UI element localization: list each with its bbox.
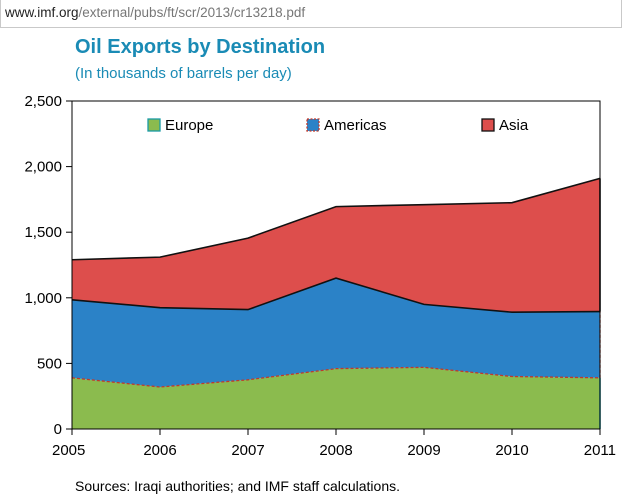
x-tick-label: 2005 xyxy=(52,442,85,459)
line-europe-top xyxy=(71,366,601,388)
url-host: www.imf.org xyxy=(5,5,79,20)
chart-title: Oil Exports by Destination xyxy=(75,36,326,58)
y-tick-label: 1,500 xyxy=(24,224,62,241)
y-tick-label: 2,000 xyxy=(24,159,62,176)
legend-swatch-americas xyxy=(306,118,320,132)
area-europe xyxy=(72,367,600,429)
x-tick-label: 2007 xyxy=(231,442,264,459)
area-layer xyxy=(72,178,600,429)
line-americas-top xyxy=(71,277,601,314)
x-tick-label: 2006 xyxy=(143,442,176,459)
y-tick-label: 0 xyxy=(54,421,62,438)
area-americas xyxy=(72,278,600,388)
y-tick-label: 1,000 xyxy=(24,290,62,307)
legend-label-europe: Europe xyxy=(165,117,213,134)
chart-subtitle: (In thousands of barrels per day) xyxy=(75,65,292,82)
y-tick-label: 500 xyxy=(37,355,62,372)
axes-layer: 0 500 1,000 1,500 2,000 2,500 2005 2006 2007 2008… xyxy=(24,93,616,459)
legend-swatch-asia xyxy=(481,118,495,132)
legend-label-asia: Asia xyxy=(499,117,529,134)
x-tick-label: 2010 xyxy=(495,442,528,459)
x-tick-label: 2008 xyxy=(319,442,352,459)
x-tick-label: 2009 xyxy=(407,442,440,459)
chart-source: Sources: Iraqi authorities; and IMF staf… xyxy=(75,478,401,494)
area-asia xyxy=(72,178,600,313)
line-asia-top xyxy=(71,177,601,261)
x-tick-label: 2011 xyxy=(584,442,616,459)
url-path: /external/pubs/ft/scr/2013/cr13218.pdf xyxy=(78,5,306,20)
address-url[interactable]: www.imf.org/external/pubs/ft/scr/2013/cr… xyxy=(5,5,305,20)
y-tick-label: 2,500 xyxy=(24,93,62,110)
legend-swatch-europe xyxy=(147,118,161,132)
legend-label-americas: Americas xyxy=(324,117,387,134)
legend: Europe Americas Asia xyxy=(147,117,529,134)
address-bar[interactable]: www.imf.org/external/pubs/ft/scr/2013/cr… xyxy=(0,0,622,28)
